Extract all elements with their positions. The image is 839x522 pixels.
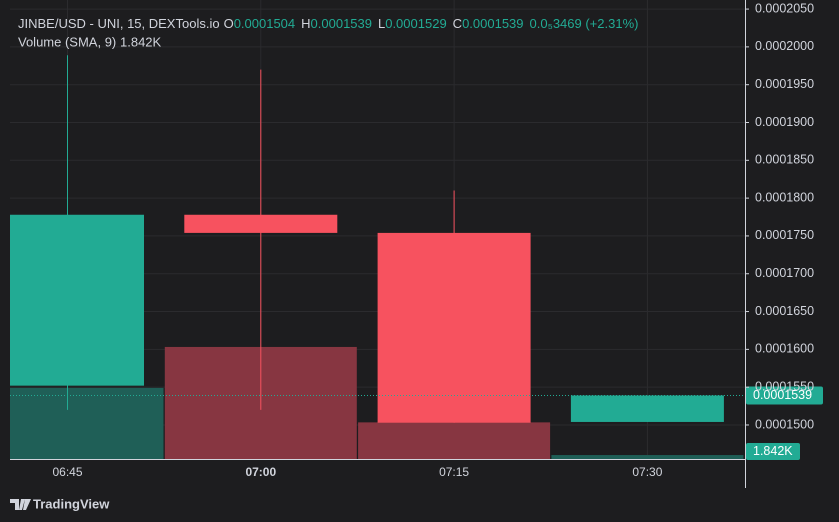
legend-text: H (301, 16, 310, 31)
volume-tag-label: 1.842K (753, 444, 793, 458)
candle-body (10, 214, 144, 386)
y-tick-label: 0.0001550 (755, 379, 814, 393)
volume-bar (551, 455, 744, 459)
legend-text: 0.0₅3469 (+2.31%) (530, 16, 639, 31)
y-tick-label: 0.0001800 (755, 190, 814, 204)
x-tick-label: 06:45 (52, 465, 82, 479)
volume-bar (358, 422, 551, 459)
legend-text: L (378, 16, 385, 31)
legend-text: JINBE/USD - UNI, 15, DEXTools.io (18, 16, 220, 31)
y-tick-label: 0.0001750 (755, 228, 814, 242)
y-tick-label: 0.0001900 (755, 115, 814, 129)
candle-body (570, 395, 724, 422)
volume-legend: Volume (SMA, 9) (18, 34, 116, 49)
y-tick-label: 0.0001950 (755, 77, 814, 91)
volume-legend-value: 1.842K (120, 34, 162, 49)
brand-logo (10, 499, 31, 510)
legend-text: 0.0001529 (385, 16, 446, 31)
y-tick-label: 0.0002050 (755, 1, 814, 15)
legend-text: O (224, 16, 234, 31)
x-tick-label: 07:30 (632, 465, 662, 479)
last-price-tag (746, 386, 823, 405)
last-price-label: 0.0001539 (753, 388, 812, 402)
y-tick-label: 0.0001600 (755, 342, 814, 356)
volume-bar (10, 387, 164, 459)
legend-text: 0.0001539 (462, 16, 523, 31)
candle-body (184, 214, 338, 233)
volume-tag (746, 443, 800, 460)
y-tick-label: 0.0002000 (755, 39, 814, 53)
y-tick-label: 0.0001700 (755, 266, 814, 280)
y-tick-label: 0.0001850 (755, 153, 814, 167)
candle-body (377, 232, 531, 423)
brand: TradingView (33, 496, 110, 511)
legend-title: JINBE/USD - UNI, 15, DEXTools.io O0.00015… (18, 16, 638, 31)
x-tick-label: 07:00 (245, 465, 276, 479)
y-tick-label: 0.0001500 (755, 417, 814, 431)
legend-text: 0.0001539 (311, 16, 372, 31)
x-tick-label: 07:15 (439, 465, 469, 479)
legend-text: C (453, 16, 462, 31)
y-tick-label: 0.0001650 (755, 304, 814, 318)
legend-text: 0.0001504 (234, 16, 295, 31)
